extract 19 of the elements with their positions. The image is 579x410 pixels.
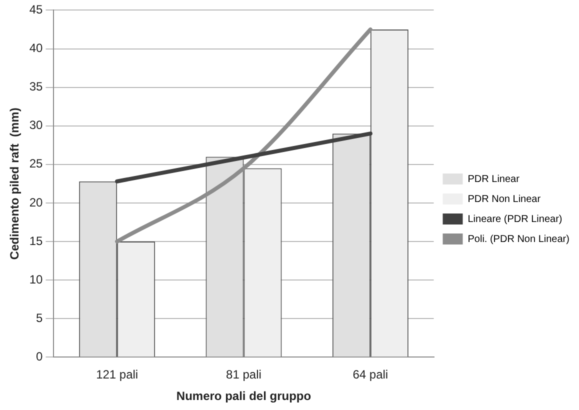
y-tick-label: 40 [29, 41, 44, 56]
y-axis-title: Cedimento piled raft (mm) [8, 108, 22, 260]
y-tick-label: 5 [36, 310, 44, 325]
x-tick-label: 64 pali [352, 368, 388, 382]
y-tick-label: 25 [29, 156, 44, 171]
y-tick-label: 10 [29, 272, 44, 286]
legend-label: PDR Non Linear [468, 194, 542, 205]
legend-label: Poli. (PDR Non Linear) [468, 234, 570, 245]
y-tick-label: 15 [29, 234, 44, 248]
y-tick-label: 45 [29, 2, 44, 17]
legend-label: PDR Linear [468, 174, 520, 185]
legend-label: Lineare (PDR Linear) [468, 214, 562, 225]
x-tick-label: 81 pali [226, 368, 262, 382]
y-tick-label: 0 [36, 350, 44, 364]
x-axis-title: Numero pali del gruppo [176, 389, 312, 404]
y-tick-label: 35 [29, 80, 44, 94]
x-tick-label: 121 pali [96, 368, 138, 382]
y-tick-label: 20 [29, 195, 44, 210]
y-tick-label: 30 [29, 118, 44, 132]
